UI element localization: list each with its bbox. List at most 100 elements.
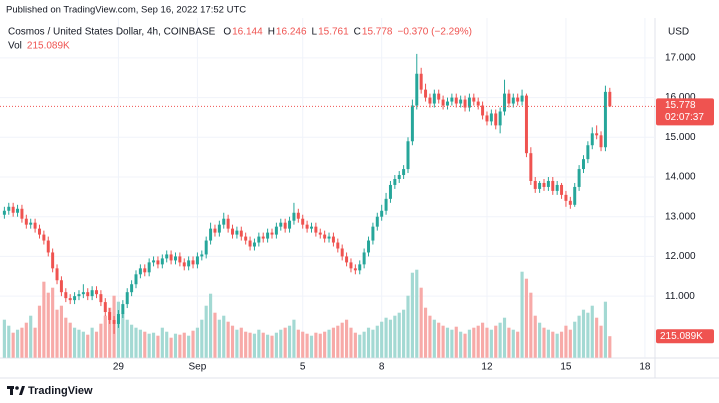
x-tick-label: 12 bbox=[481, 362, 493, 373]
candle-body bbox=[108, 312, 112, 320]
legend-letter: C bbox=[354, 27, 361, 38]
candle-body bbox=[568, 200, 572, 205]
volume-bar bbox=[147, 333, 151, 358]
volume-bar bbox=[380, 321, 384, 358]
volume-bar bbox=[489, 329, 493, 358]
candle-body bbox=[362, 252, 366, 265]
volume-bar bbox=[178, 334, 182, 358]
candle-body bbox=[20, 208, 24, 219]
candle-body bbox=[222, 218, 226, 225]
candle-body bbox=[472, 97, 476, 102]
volume-bar bbox=[538, 322, 542, 358]
candle-body bbox=[305, 224, 309, 229]
x-tick-label: 8 bbox=[379, 362, 385, 373]
candle-body bbox=[46, 240, 50, 253]
volume-value: 215.089K bbox=[27, 41, 70, 52]
brand-name: TradingView bbox=[28, 385, 93, 397]
volume-bar bbox=[187, 335, 191, 358]
candle-body bbox=[516, 97, 520, 102]
candle-body bbox=[73, 296, 77, 301]
volume-bar bbox=[20, 327, 24, 358]
volume-bar bbox=[116, 301, 121, 358]
volume-bar bbox=[29, 315, 33, 358]
y-tick-label: 16.000 bbox=[665, 92, 696, 103]
volume-bar bbox=[555, 333, 559, 358]
candle-body bbox=[68, 298, 72, 301]
volume-bar bbox=[502, 317, 507, 358]
candle-body bbox=[533, 180, 537, 189]
candle-body bbox=[64, 292, 68, 299]
volume-bar bbox=[336, 325, 340, 358]
volume-bar bbox=[151, 332, 156, 358]
candle-body bbox=[156, 260, 160, 265]
volume-bar bbox=[419, 287, 423, 358]
candle-body bbox=[494, 113, 498, 126]
candle-body bbox=[283, 222, 287, 229]
brand-logo bbox=[7, 386, 25, 395]
candle-body bbox=[16, 208, 20, 213]
candle-body bbox=[371, 226, 375, 241]
y-tick-label: 13.000 bbox=[665, 211, 696, 222]
volume-bar bbox=[191, 330, 195, 358]
volume-bar bbox=[450, 329, 454, 358]
candle-body bbox=[529, 153, 533, 181]
candle-body bbox=[95, 290, 99, 295]
volume-bar bbox=[428, 315, 432, 358]
candle-body bbox=[11, 206, 15, 213]
volume-bar bbox=[463, 333, 467, 358]
candle-body bbox=[24, 218, 28, 225]
volume-bar bbox=[608, 336, 612, 358]
logo-part bbox=[10, 386, 13, 395]
volume-axis-label: 215.089K bbox=[660, 331, 703, 342]
volume-bar bbox=[301, 331, 305, 358]
volume-bar bbox=[599, 325, 603, 358]
candle-body bbox=[309, 226, 313, 229]
candle-body bbox=[349, 262, 353, 269]
candle-body bbox=[564, 194, 568, 201]
candle-body bbox=[608, 91, 612, 107]
volume-bar bbox=[130, 324, 134, 358]
candle-body bbox=[59, 280, 63, 293]
volume-bar bbox=[423, 307, 428, 358]
volume-bar bbox=[156, 335, 160, 358]
volume-bar bbox=[366, 327, 371, 358]
candle-body bbox=[375, 216, 379, 227]
volume-bar bbox=[507, 327, 511, 358]
volume-bar bbox=[239, 327, 243, 358]
candle-body bbox=[165, 254, 169, 259]
candle-body bbox=[77, 294, 81, 297]
candle-body bbox=[217, 224, 221, 233]
volume-bar bbox=[595, 317, 599, 358]
volume-bar bbox=[577, 315, 581, 358]
volume-bar bbox=[309, 335, 314, 358]
volume-bar bbox=[230, 325, 235, 358]
volume-bar bbox=[11, 332, 15, 358]
volume-bar bbox=[445, 327, 450, 358]
x-tick-label: 5 bbox=[300, 362, 306, 373]
candle-body bbox=[410, 105, 414, 142]
candle-body bbox=[507, 93, 511, 104]
volume-bar bbox=[99, 323, 103, 358]
volume-bar bbox=[68, 322, 72, 358]
volume-bar bbox=[388, 319, 393, 358]
candle-body bbox=[173, 256, 177, 261]
candle-body bbox=[524, 95, 528, 154]
volume-bar bbox=[257, 329, 261, 358]
volume-bar bbox=[64, 317, 68, 358]
candle-body bbox=[235, 230, 239, 235]
candle-body bbox=[424, 89, 428, 98]
volume-bar bbox=[2, 319, 6, 358]
volume-bar bbox=[323, 331, 327, 358]
volume-bar bbox=[121, 313, 125, 358]
candle-body bbox=[353, 268, 357, 271]
volume-bar bbox=[173, 333, 178, 358]
volume-bar bbox=[415, 269, 419, 358]
volume-bar bbox=[235, 329, 239, 358]
candle-body bbox=[143, 268, 147, 273]
candle-body bbox=[81, 292, 85, 295]
volume-bar bbox=[603, 301, 608, 358]
volume-bar bbox=[524, 278, 529, 358]
candle-body bbox=[318, 232, 322, 235]
volume-bar bbox=[15, 329, 20, 358]
